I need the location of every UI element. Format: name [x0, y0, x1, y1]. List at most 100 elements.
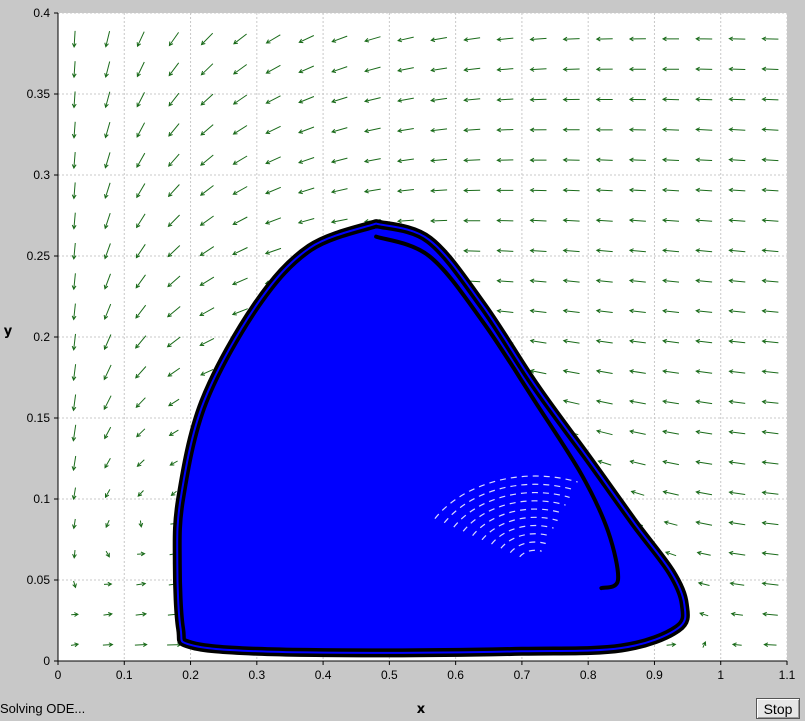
- field-arrow: [761, 36, 779, 42]
- field-arrow: [728, 36, 746, 42]
- field-arrow: [71, 152, 77, 170]
- field-arrow: [595, 187, 613, 193]
- field-arrow: [71, 242, 77, 260]
- field-arrow: [103, 334, 112, 351]
- field-arrow: [103, 612, 113, 617]
- field-arrow: [430, 67, 448, 73]
- field-arrow: [761, 187, 779, 193]
- field-arrow: [233, 33, 247, 45]
- field-arrow: [728, 460, 746, 465]
- field-arrow: [695, 66, 713, 72]
- field-arrow: [595, 399, 613, 405]
- field-arrow: [728, 278, 746, 284]
- field-arrow: [168, 62, 180, 77]
- field-arrow: [562, 218, 580, 223]
- field-arrow: [661, 217, 680, 223]
- field-arrow: [628, 36, 646, 42]
- trajectory-streak: [500, 533, 550, 549]
- field-arrow: [728, 520, 746, 526]
- field-arrow: [496, 67, 514, 72]
- field-arrow: [199, 276, 215, 286]
- field-arrow: [628, 127, 646, 133]
- field-arrow: [103, 395, 112, 411]
- field-arrow: [496, 308, 514, 314]
- field-arrow: [529, 36, 547, 42]
- field-arrow: [231, 308, 248, 316]
- field-arrow: [167, 367, 181, 377]
- field-arrow: [364, 36, 381, 43]
- field-arrow: [595, 338, 613, 344]
- field-arrow: [595, 36, 613, 42]
- field-arrow: [168, 32, 180, 47]
- field-arrow: [72, 518, 77, 530]
- field-arrow: [663, 520, 678, 526]
- field-arrow: [232, 125, 248, 135]
- tick-labels: 0 0.1 0.2 0.3 0.4 0.5 0.6 0.7 0.8 0.9 1 1.1 0 0.05 0.1…: [27, 6, 796, 682]
- field-arrow: [728, 127, 746, 132]
- field-arrow: [761, 217, 779, 223]
- field-arrow: [396, 188, 414, 194]
- field-arrow: [199, 307, 215, 317]
- field-arrow: [363, 188, 381, 194]
- field-arrow: [661, 187, 680, 193]
- field-arrow: [199, 215, 214, 226]
- trajectory-streak: [491, 524, 554, 545]
- field-arrow: [562, 338, 580, 344]
- field-arrow: [595, 308, 613, 314]
- field-arrow: [562, 278, 580, 284]
- field-arrow: [265, 64, 281, 74]
- field-arrow: [761, 248, 779, 253]
- field-arrow: [136, 152, 146, 169]
- field-arrow: [696, 550, 711, 556]
- field-arrow: [761, 157, 779, 163]
- field-arrow: [72, 550, 77, 559]
- trajectory-streak: [519, 549, 542, 558]
- field-arrow: [363, 97, 381, 103]
- field-arrow: [364, 66, 381, 73]
- field-arrow: [298, 96, 315, 104]
- y-axis-label: y: [4, 324, 13, 339]
- field-arrow: [562, 66, 580, 72]
- field-arrow: [662, 399, 679, 405]
- field-arrow: [695, 248, 713, 253]
- field-arrow: [597, 459, 612, 466]
- field-arrow: [463, 188, 481, 193]
- field-arrow: [104, 212, 111, 230]
- field-arrow: [662, 338, 680, 344]
- field-arrow: [298, 157, 315, 164]
- field-arrow: [695, 369, 713, 374]
- field-arrow: [761, 127, 779, 132]
- axes: [54, 12, 788, 665]
- field-arrow: [363, 127, 381, 134]
- field-arrow: [297, 218, 315, 225]
- field-arrow: [397, 36, 414, 43]
- field-arrow: [496, 218, 514, 223]
- field-arrow: [363, 158, 381, 164]
- field-arrow: [662, 369, 679, 374]
- field-arrow: [463, 37, 481, 42]
- limit-cycle-outer-gap: [176, 222, 687, 654]
- field-arrow: [695, 338, 713, 344]
- y-tick-label: 0.3: [33, 168, 50, 182]
- x-tick-label: 1: [717, 668, 724, 682]
- field-arrow: [496, 157, 514, 163]
- y-tick-label: 0.1: [33, 492, 50, 506]
- field-arrow: [264, 247, 282, 255]
- field-arrow: [695, 429, 713, 435]
- field-arrow: [200, 63, 214, 76]
- field-arrow: [167, 184, 180, 198]
- field-arrow: [629, 429, 646, 435]
- field-arrow: [135, 274, 146, 289]
- field-arrow: [103, 303, 112, 320]
- stop-button[interactable]: Stop: [756, 698, 800, 719]
- field-arrow: [71, 30, 77, 48]
- field-arrow: [562, 248, 580, 254]
- field-arrow: [595, 248, 613, 253]
- field-arrow: [728, 308, 746, 314]
- field-arrow: [661, 66, 680, 72]
- field-arrow: [529, 308, 547, 314]
- field-arrow: [562, 187, 580, 193]
- field-arrow: [628, 308, 646, 314]
- field-arrow: [728, 96, 746, 102]
- field-arrow: [200, 154, 214, 166]
